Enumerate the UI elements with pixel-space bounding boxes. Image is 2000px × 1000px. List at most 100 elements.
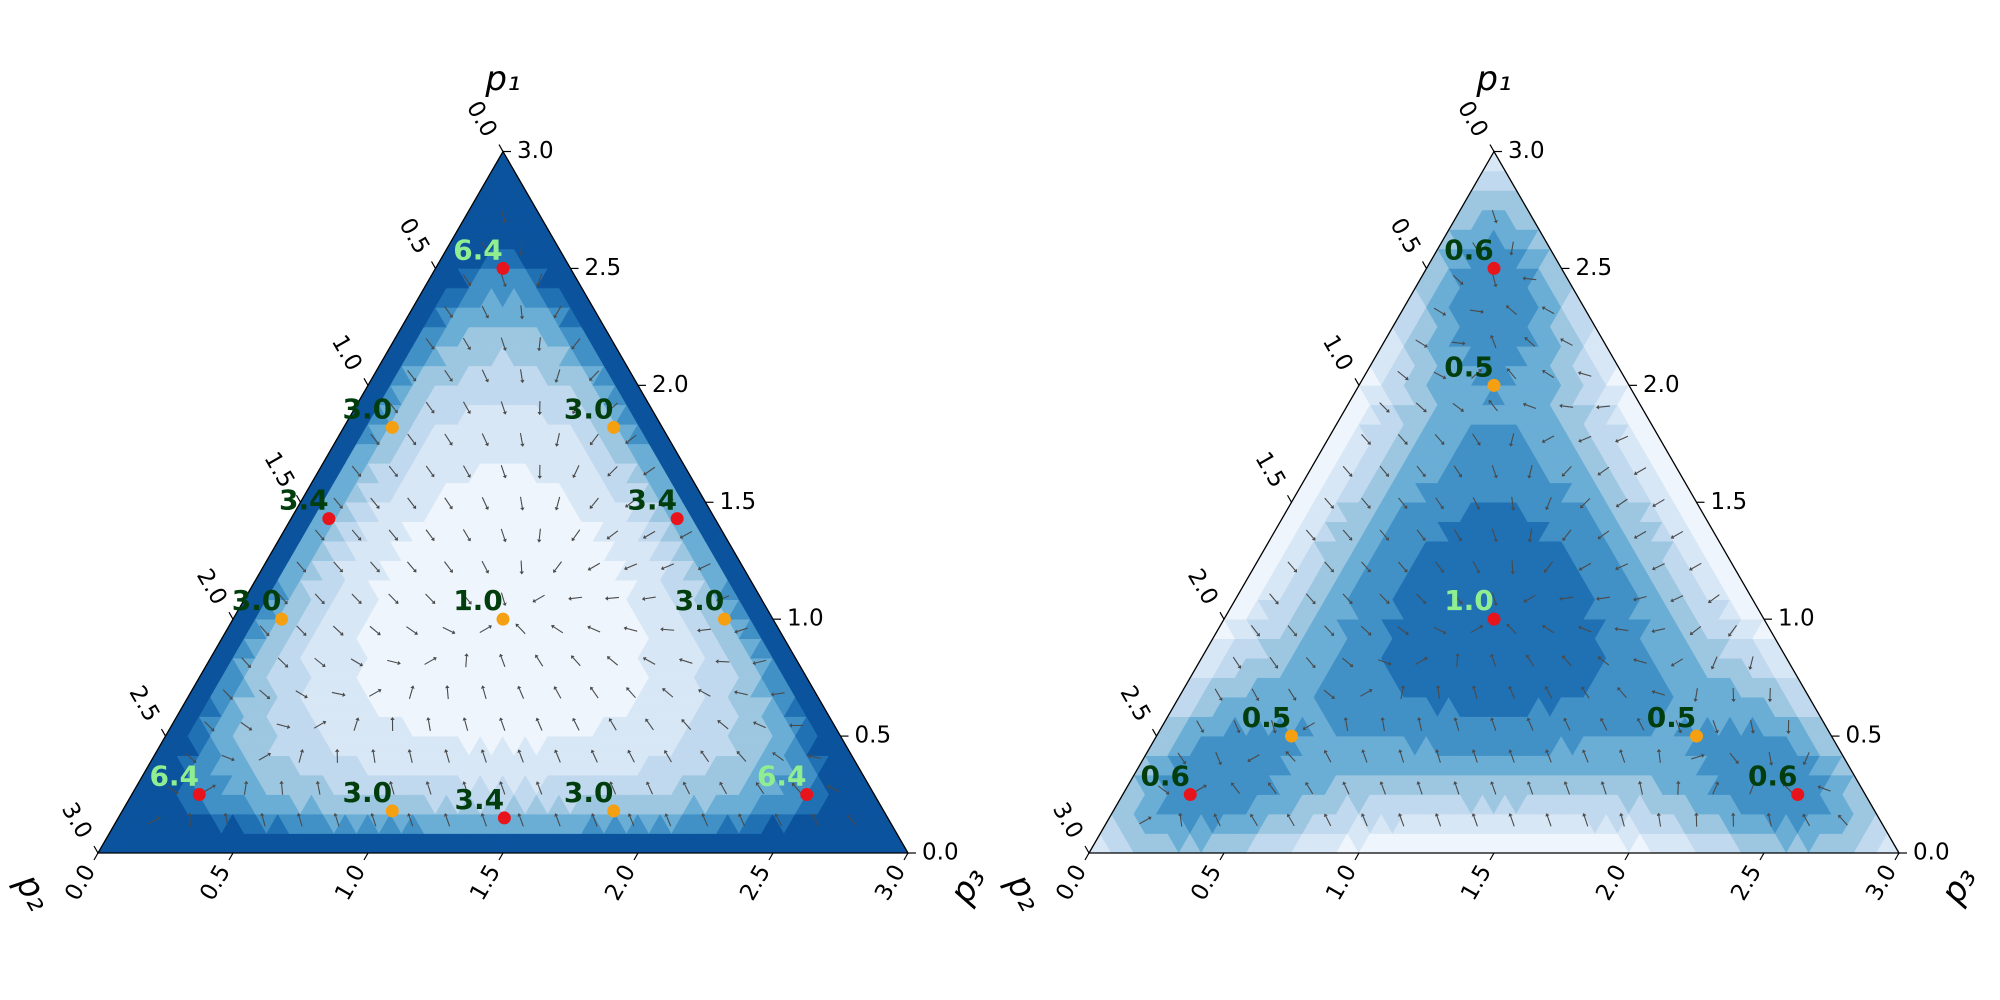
ternary-plot: 0.00.51.01.52.02.53.0p₁0.00.51.01.52.02.… — [998, 59, 1985, 918]
arrow-head — [791, 782, 796, 787]
arrow — [1157, 785, 1168, 794]
arrow-head — [1424, 657, 1428, 661]
point-label: 0.6 — [1748, 760, 1798, 793]
arrow-head — [1508, 443, 1514, 447]
arrow — [1581, 562, 1592, 570]
arrow — [609, 466, 618, 475]
arrow — [1491, 656, 1497, 668]
arrow-head — [520, 507, 525, 511]
arrow — [1397, 561, 1406, 571]
arrow — [1324, 561, 1333, 571]
arrow — [444, 369, 452, 380]
arrow-head — [1728, 632, 1732, 637]
arrow-head — [480, 813, 485, 817]
arrow — [314, 657, 324, 666]
arrow — [1271, 720, 1276, 731]
arrow-head — [609, 781, 614, 786]
arrow — [388, 401, 397, 412]
tick-label: 2.5 — [735, 860, 776, 905]
tick-mark — [498, 144, 504, 152]
tick-label: 0.5 — [855, 723, 892, 749]
arrow-head — [589, 441, 594, 446]
tick-label: 0.5 — [394, 214, 435, 259]
arrow — [500, 528, 506, 540]
arrow — [573, 465, 580, 476]
arrow-head — [1404, 376, 1409, 381]
arrow-head — [789, 723, 793, 728]
arrow — [1306, 784, 1314, 795]
arrow — [1691, 626, 1702, 634]
arrow — [185, 753, 195, 762]
arrow — [1712, 656, 1718, 667]
point-label: 3.0 — [342, 776, 392, 809]
tick-mark — [1489, 144, 1495, 152]
arrow — [591, 688, 599, 699]
arrow-head — [1453, 717, 1458, 721]
point — [1183, 788, 1197, 802]
tick-label: 0.5 — [1846, 723, 1883, 749]
arrow — [370, 497, 379, 507]
arrow-head — [606, 656, 611, 660]
arrow-head — [376, 568, 380, 573]
arrow-head — [1596, 596, 1600, 601]
arrow-head — [1545, 506, 1550, 511]
arrow — [1287, 561, 1296, 571]
arrow — [482, 815, 487, 827]
point-label: 1.0 — [453, 584, 503, 617]
tick-mark — [498, 852, 504, 861]
arrow-head — [625, 440, 629, 444]
arrow — [296, 561, 305, 571]
arrow-head — [1508, 749, 1513, 753]
arrow-head — [229, 696, 233, 700]
arrow-head — [1527, 539, 1533, 543]
arrow — [1617, 435, 1629, 442]
arrow-head — [1476, 250, 1481, 255]
arrow — [1342, 657, 1352, 666]
arrow-head — [1493, 538, 1498, 543]
arrow-head — [1366, 505, 1371, 509]
arrow-head — [1311, 664, 1316, 669]
arrow-head — [1422, 600, 1427, 605]
arrow-head — [321, 663, 326, 668]
arrow — [555, 752, 561, 763]
arrow-head — [1561, 472, 1566, 477]
arrow-head — [339, 631, 344, 636]
arrow-head — [484, 442, 489, 447]
arrow-head — [304, 694, 308, 699]
arrow-head — [1403, 568, 1408, 573]
arrow — [444, 306, 452, 316]
arrow — [1399, 815, 1405, 827]
arrow-head — [1435, 749, 1440, 753]
arrow-head — [1544, 686, 1549, 690]
tick-label: 1.5 — [720, 489, 757, 515]
arrow-head — [502, 474, 507, 479]
arrow — [427, 783, 432, 795]
arrow-head — [1561, 655, 1566, 660]
arrow — [407, 370, 415, 380]
arrow — [1562, 405, 1574, 408]
arrow-head — [554, 813, 559, 817]
arrow-head — [1423, 343, 1428, 348]
arrow — [1710, 594, 1720, 602]
arrow-head — [1581, 749, 1587, 754]
arrow-head — [390, 716, 395, 720]
arrow — [1379, 402, 1388, 411]
arrow — [240, 721, 251, 730]
arrow — [408, 688, 414, 700]
arrow-head — [1714, 729, 1719, 734]
arrow-head — [1385, 600, 1390, 605]
arrow — [148, 817, 159, 825]
arrow — [610, 783, 617, 795]
tick-label: 2.0 — [191, 565, 232, 610]
arrow — [608, 657, 619, 666]
arrow-head — [1348, 473, 1353, 477]
arrow — [645, 530, 656, 538]
arrow — [1362, 751, 1368, 763]
arrow — [1617, 628, 1629, 632]
point — [1487, 261, 1501, 275]
arrow — [591, 433, 599, 444]
arrow-head — [1526, 717, 1531, 722]
arrow-head — [1330, 632, 1335, 636]
arrow-head — [1670, 662, 1675, 667]
arrow — [189, 815, 191, 827]
